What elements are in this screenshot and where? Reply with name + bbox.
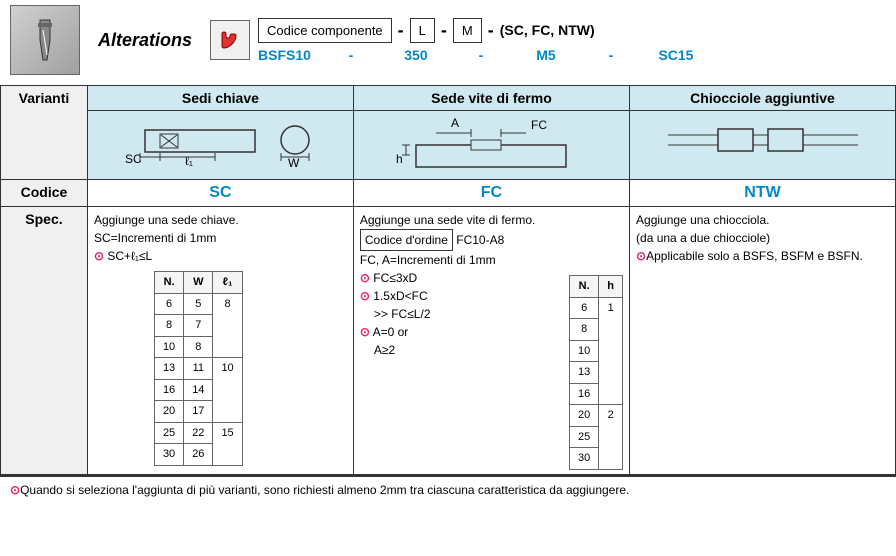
varianti-header: Varianti <box>1 86 88 180</box>
example-M: M5 <box>521 47 571 63</box>
order-code-label: Codice d'ordine <box>360 229 453 251</box>
main-table: Varianti Sedi chiave Sede vite di fermo … <box>0 85 896 475</box>
header-row: Alterations Codice componente - L - M - … <box>0 0 896 80</box>
col3-title: Chiocciole aggiuntive <box>630 86 896 111</box>
code-builder: Codice componente - L - M - (SC, FC, NTW… <box>258 18 701 63</box>
spec-sc: Aggiunge una sede chiave. SC=Incrementi … <box>87 207 353 475</box>
svg-text:FC: FC <box>531 118 547 132</box>
col1-title: Sedi chiave <box>87 86 353 111</box>
code-component-label: Codice componente <box>258 18 392 43</box>
spec-ntw-line3: Applicabile solo a BSFS, BSFM e BSFN. <box>646 249 863 263</box>
alterations-label: Alterations <box>98 30 192 51</box>
svg-text:SC: SC <box>125 152 142 166</box>
paren-options: (SC, FC, NTW) <box>500 22 595 38</box>
footer-note: ⊙Quando si seleziona l'aggiunta di più v… <box>0 475 896 503</box>
phone-icon <box>210 20 250 60</box>
spec-header: Spec. <box>1 207 88 475</box>
order-code-val: FC10-A8 <box>456 233 504 247</box>
code-sc: SC <box>87 180 353 207</box>
fc-subtable: N.h 6181013162022530 <box>569 275 623 470</box>
dash: - <box>456 47 506 63</box>
code-ntw: NTW <box>630 180 896 207</box>
svg-text:ℓ₁: ℓ₁ <box>185 154 193 168</box>
diagram-ntw <box>630 111 896 180</box>
diagram-fc: A FC h <box>353 111 629 180</box>
note-icon: ⊙ <box>360 289 370 303</box>
spec-fc-line1: Aggiunge una sede vite di fermo. <box>360 211 623 229</box>
example-L: 350 <box>391 47 441 63</box>
svg-text:A: A <box>451 116 459 130</box>
example-code: BSFS10 <box>258 47 311 63</box>
dash: - <box>488 20 494 41</box>
spec-ntw: Aggiunge una chiocciola. (da una a due c… <box>630 207 896 475</box>
param-L: L <box>410 18 435 43</box>
spec-sc-line1: Aggiunge una sede chiave. <box>94 211 347 229</box>
param-M: M <box>453 18 482 43</box>
note-icon: ⊙ <box>636 249 646 263</box>
dash: - <box>326 47 376 63</box>
svg-text:h: h <box>396 152 403 166</box>
spec-ntw-line2: (da una a due chiocciole) <box>636 229 889 247</box>
example-row: BSFS10 - 350 - M5 - SC15 <box>258 47 701 63</box>
svg-text:W: W <box>288 156 300 170</box>
code-fc: FC <box>353 180 629 207</box>
codice-header: Codice <box>1 180 88 207</box>
spec-sc-line3: SC+ℓ₁≤L <box>107 249 152 263</box>
note-icon: ⊙ <box>94 249 104 263</box>
col2-title: Sede vite di fermo <box>353 86 629 111</box>
drill-icon <box>10 5 80 75</box>
diagram-sc: SC ℓ₁ W <box>87 111 353 180</box>
sc-subtable: N.Wℓ₁ 65887108131110161420172522153026 <box>154 271 243 466</box>
dash: - <box>398 20 404 41</box>
dash: - <box>586 47 636 63</box>
example-opt: SC15 <box>651 47 701 63</box>
dash: - <box>441 20 447 41</box>
note-icon: ⊙ <box>10 483 20 497</box>
note-icon: ⊙ <box>360 325 370 339</box>
note-icon: ⊙ <box>360 271 370 285</box>
spec-fc-line3: FC, A=Incrementi di 1mm <box>360 251 623 269</box>
spec-sc-line2: SC=Incrementi di 1mm <box>94 229 347 247</box>
spec-ntw-line1: Aggiunge una chiocciola. <box>636 211 889 229</box>
spec-fc: Aggiunge una sede vite di fermo. Codice … <box>353 207 629 475</box>
